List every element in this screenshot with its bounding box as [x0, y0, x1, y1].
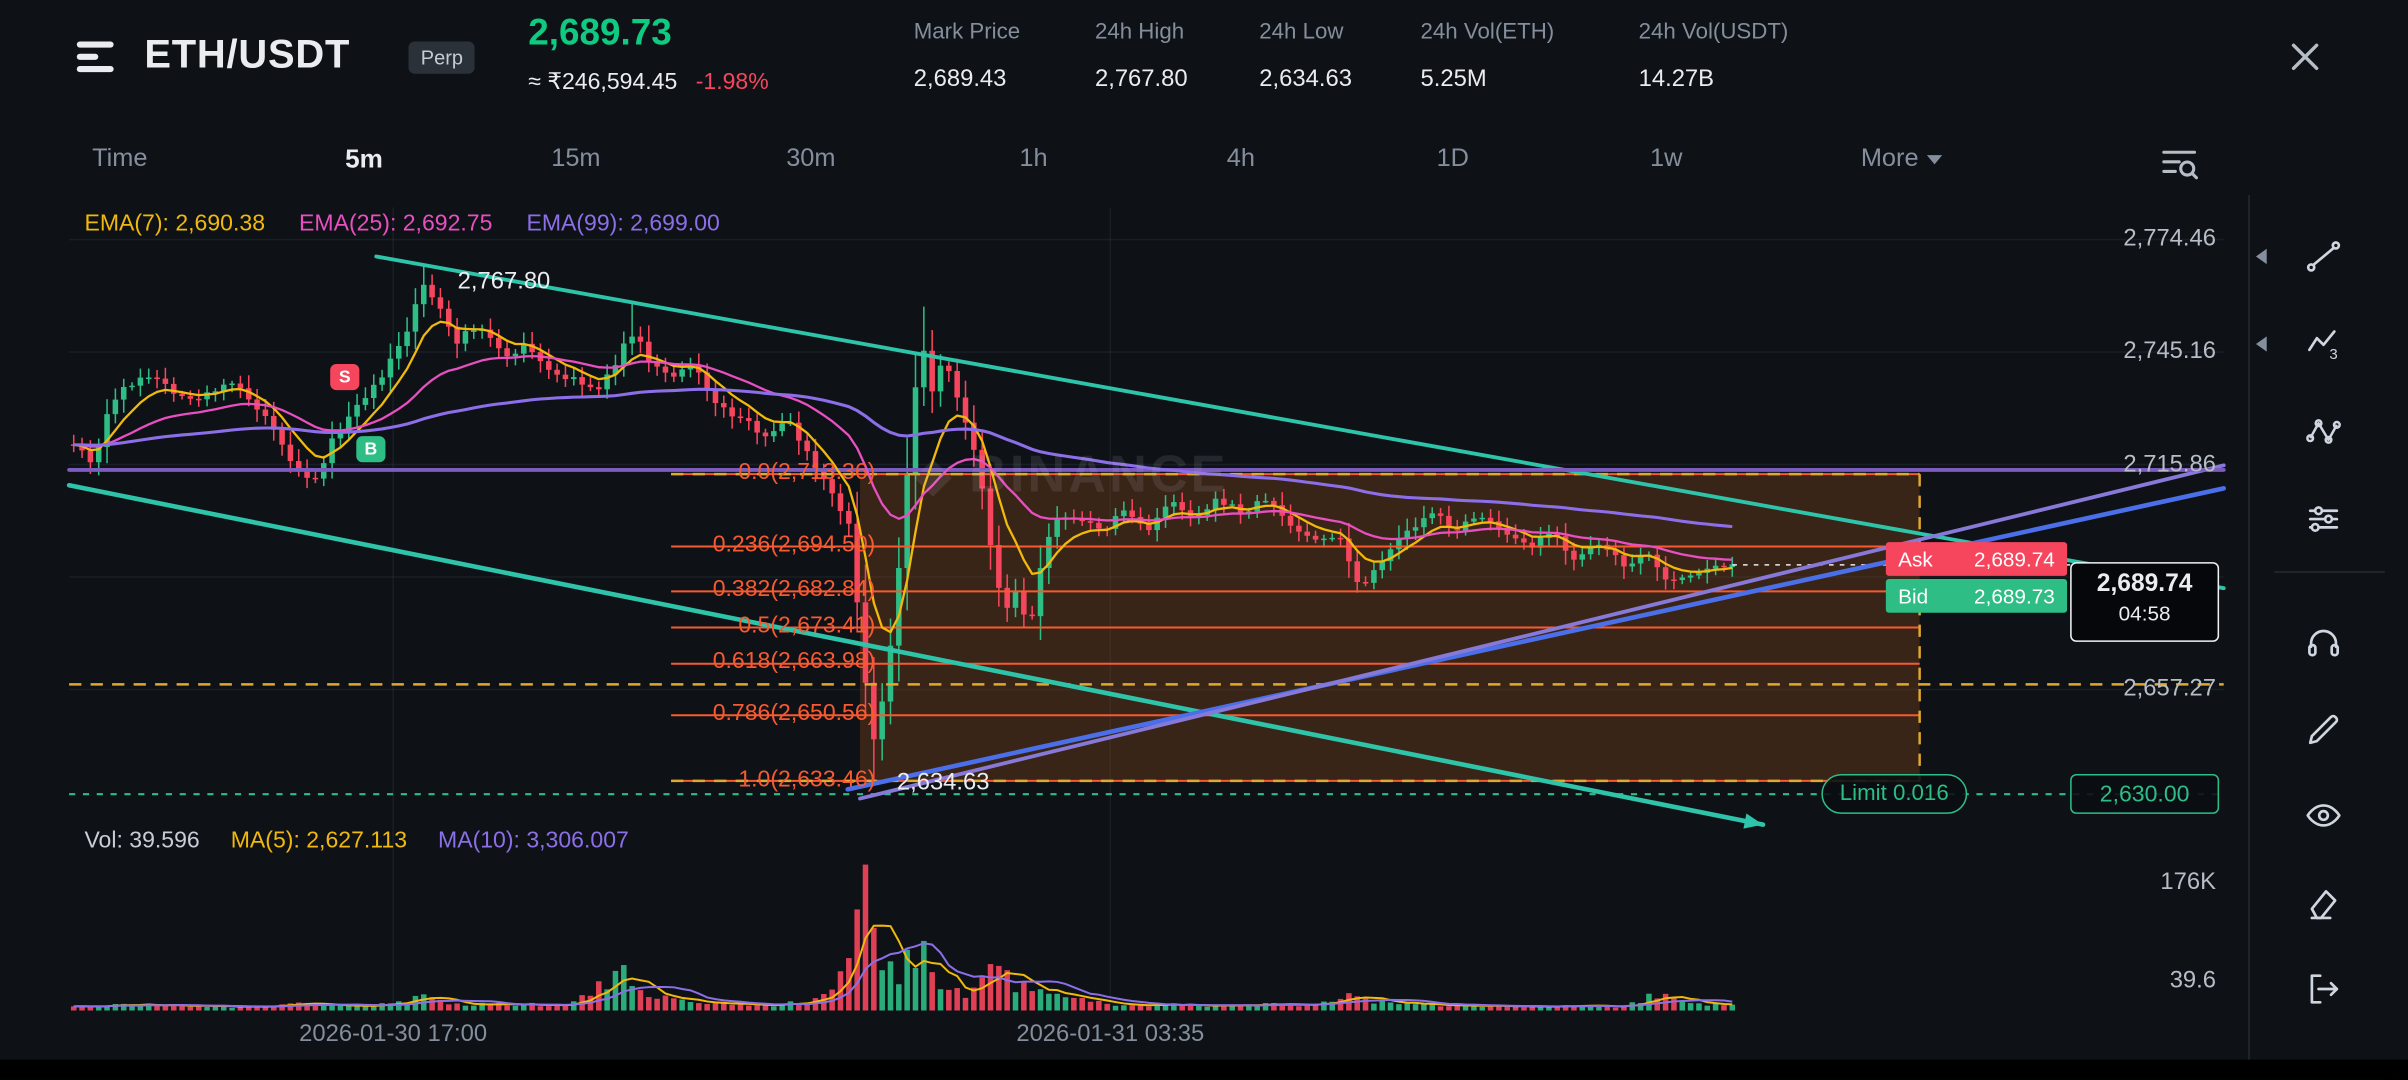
- visibility-eye-icon[interactable]: [2293, 785, 2354, 846]
- menu-icon[interactable]: [76, 41, 120, 75]
- tab-time[interactable]: Time: [92, 144, 148, 172]
- volume-legend: Vol: 39.596 MA(5): 2,627.113 MA(10): 3,3…: [84, 828, 653, 854]
- ema-legend: EMA(7): 2,690.38 EMA(25): 2,692.75 EMA(9…: [84, 210, 747, 236]
- stat-label: 24h Vol(USDT): [1638, 19, 1789, 45]
- ask-price-tag[interactable]: Ask 2,689.74: [1885, 542, 2068, 576]
- ema99-legend: EMA(99): 2,699.00: [526, 210, 720, 237]
- watermark-text: BINANCE: [969, 445, 1229, 504]
- contract-type-badge: Perp: [408, 41, 476, 74]
- tab-5m[interactable]: 5m: [345, 144, 383, 174]
- svg-text:3: 3: [2329, 346, 2337, 363]
- fiat-price-row: ≈ ₹246,594.45 -1.98%: [528, 68, 769, 96]
- fiat-price: ≈ ₹246,594.45: [528, 69, 678, 96]
- magnet-tool-icon[interactable]: [2293, 613, 2354, 674]
- bid-value: 2,689.73: [1974, 584, 2055, 608]
- symbol-title: ETH/USDT: [144, 30, 351, 77]
- stat-value: 14.27B: [1638, 66, 1715, 93]
- pattern-tool-icon[interactable]: [2293, 401, 2354, 462]
- tab-30m[interactable]: 30m: [786, 144, 836, 172]
- tab-15m[interactable]: 15m: [551, 144, 601, 172]
- eraser-tool-icon[interactable]: [2293, 872, 2354, 933]
- stat-label: Mark Price: [913, 19, 1021, 45]
- current-price-tag: 2,689.74 04:58: [2070, 562, 2220, 642]
- header: ETH/USDT Perp 2,689.73 ≈ ₹246,594.45 -1.9…: [0, 0, 2408, 131]
- close-icon[interactable]: [2282, 34, 2328, 80]
- binance-logo-icon: ◆: [915, 449, 954, 501]
- export-icon[interactable]: [2293, 958, 2354, 1019]
- drawing-toolbar: 3: [2248, 195, 2408, 1060]
- chart-settings-icon[interactable]: [2156, 140, 2202, 186]
- stat-value: 5.25M: [1420, 66, 1487, 93]
- ask-label: Ask: [1898, 547, 1933, 571]
- indicator-sliders-icon[interactable]: [2293, 488, 2354, 549]
- more-label: More: [1860, 144, 1919, 172]
- stat-label: 24h Vol(ETH): [1420, 19, 1555, 45]
- chevron-down-icon: [1926, 154, 1942, 164]
- candle-countdown: 04:58: [2118, 601, 2171, 626]
- draw-pencil-icon[interactable]: [2293, 699, 2354, 760]
- limit-order-tag[interactable]: Limit 0.016: [1821, 773, 1968, 814]
- vol-ma10: MA(10): 3,306.007: [438, 827, 629, 854]
- binance-watermark: ◆ BINANCE: [915, 445, 1228, 505]
- ema25-legend: EMA(25): 2,692.75: [299, 210, 493, 237]
- stat-value: 2,689.43: [913, 66, 1007, 93]
- last-price: 2,689.73: [528, 12, 672, 54]
- stat-label: 24h Low: [1259, 19, 1344, 45]
- collapse-left-icon[interactable]: [2255, 248, 2267, 265]
- toolbar-divider: [2274, 571, 2385, 573]
- bottom-system-bar: [0, 1059, 2408, 1080]
- stat-label: 24h High: [1094, 19, 1185, 45]
- vol-ma5: MA(5): 2,627.113: [230, 827, 408, 854]
- trend-line-tool-icon[interactable]: [2293, 226, 2354, 287]
- stat-value: 2,767.80: [1094, 66, 1188, 93]
- tab-1h[interactable]: 1h: [1019, 144, 1048, 172]
- tab-1w[interactable]: 1w: [1650, 144, 1683, 172]
- current-price: 2,689.74: [2096, 571, 2193, 598]
- tab-1d[interactable]: 1D: [1436, 144, 1469, 172]
- timeframe-bar: Time 5m 15m 30m 1h 4h 1D 1w More: [0, 131, 2408, 195]
- tab-4h[interactable]: 4h: [1226, 144, 1255, 172]
- bid-price-tag[interactable]: Bid 2,689.73: [1885, 578, 2068, 613]
- ema7-legend: EMA(7): 2,690.38: [84, 210, 266, 237]
- stat-value: 2,634.63: [1259, 66, 1352, 93]
- bid-label: Bid: [1898, 584, 1929, 608]
- limit-order-price[interactable]: 2,630.00: [2070, 773, 2220, 814]
- vol-value: Vol: 39.596: [84, 827, 200, 854]
- elliott-wave-tool-icon[interactable]: 3: [2293, 313, 2354, 374]
- ask-value: 2,689.74: [1974, 547, 2055, 571]
- tab-more[interactable]: More: [1861, 144, 1942, 173]
- change-percent: -1.98%: [695, 69, 769, 96]
- collapse-left-icon[interactable]: [2255, 336, 2267, 352]
